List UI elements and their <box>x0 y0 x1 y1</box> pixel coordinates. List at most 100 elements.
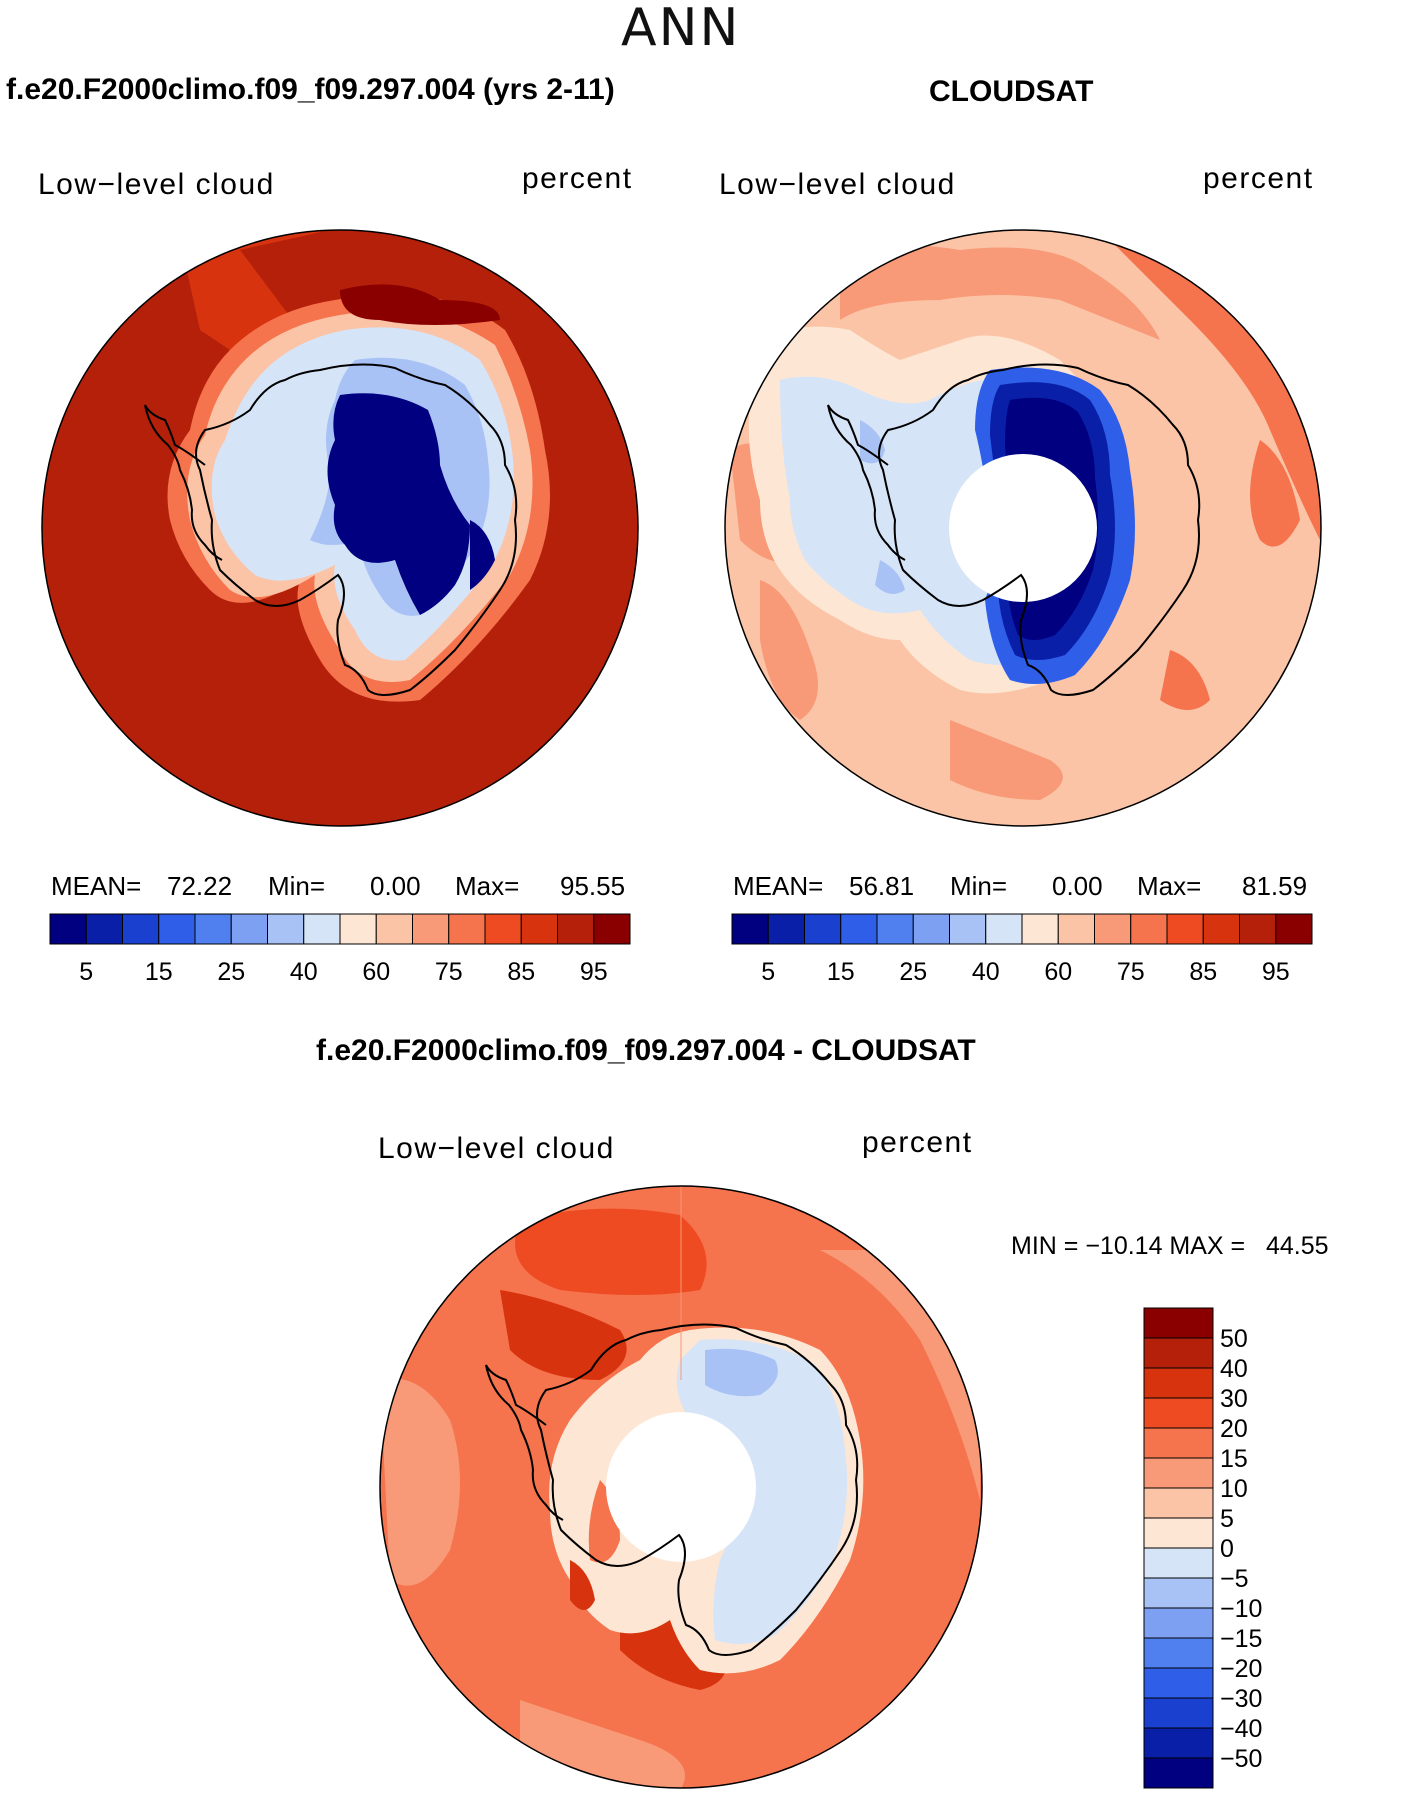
model-colorbar-swatch <box>122 913 160 945</box>
model-map-boundary <box>41 229 639 827</box>
model-colorbar-swatch <box>49 913 87 945</box>
model-max-label: Max= <box>455 871 520 901</box>
obs-colorbar-tick-label: 25 <box>899 958 927 986</box>
model-colorbar: 5 15 25 40 60 75 85 95 <box>49 913 631 986</box>
difference-colorbar-tick-label: −15 <box>1220 1625 1262 1653</box>
model-colorbar-swatch <box>412 913 450 945</box>
obs-colorbar-swatch <box>1275 913 1313 945</box>
obs-colorbar-swatch <box>1239 913 1277 945</box>
difference-colorbar-swatch <box>1143 1517 1214 1549</box>
difference-colorbar-tick-label: 0 <box>1220 1535 1234 1563</box>
difference-colorbar-tick-label: 10 <box>1220 1475 1248 1503</box>
obs-colorbar-swatch <box>985 913 1023 945</box>
difference-colorbar-swatch <box>1143 1577 1214 1609</box>
obs-variable-label: Low−level cloud <box>719 168 956 201</box>
obs-colorbar-swatch <box>840 913 878 945</box>
difference-colorbar-tick-label: 20 <box>1220 1415 1248 1443</box>
obs-colorbar-tick-label: 15 <box>827 958 855 986</box>
obs-map <box>725 230 1321 826</box>
model-colorbar-swatch <box>339 913 377 945</box>
model-units-label: percent <box>522 162 633 195</box>
obs-mean-value: 56.81 <box>849 871 915 901</box>
model-coastline <box>195 363 518 696</box>
model-colorbar-swatch <box>267 913 305 945</box>
obs-colorbar-swatch <box>1166 913 1204 945</box>
difference-colorbar-tick-label: −5 <box>1220 1565 1249 1593</box>
obs-colorbar-swatch <box>949 913 987 945</box>
difference-colorbar-swatch <box>1143 1667 1214 1699</box>
difference-colorbar-swatch <box>1143 1487 1214 1519</box>
difference-title: f.e20.F2000climo.f09_f09.297.004 - CLOUD… <box>316 1034 976 1067</box>
obs-colorbar-tick-label: 60 <box>1044 958 1072 986</box>
obs-colorbar-tick-label: 85 <box>1189 958 1217 986</box>
obs-colorbar-swatch <box>1202 913 1240 945</box>
difference-polar-gap <box>606 1412 756 1562</box>
model-case-title: f.e20.F2000climo.f09_f09.297.004 (yrs 2-… <box>6 73 615 106</box>
obs-polar-gap <box>949 454 1097 602</box>
difference-colorbar-swatch <box>1143 1547 1214 1579</box>
difference-colorbar-swatch <box>1143 1337 1214 1369</box>
difference-colorbar-swatch <box>1143 1427 1214 1459</box>
model-colorbar-tick-label: 60 <box>362 958 390 986</box>
difference-colorbar-tick-label: −20 <box>1220 1655 1262 1683</box>
model-colorbar-tick-label: 5 <box>79 958 93 986</box>
difference-colorbar-swatch <box>1143 1607 1214 1639</box>
difference-coastline <box>536 1323 859 1656</box>
model-colorbar-swatch <box>375 913 413 945</box>
obs-colorbar-swatch <box>1057 913 1095 945</box>
difference-colorbar-tick-label: −40 <box>1220 1715 1262 1743</box>
model-max-value: 95.55 <box>560 871 626 901</box>
obs-colorbar-tick-label: 95 <box>1262 958 1290 986</box>
obs-colorbar: 5 15 25 40 60 75 85 95 <box>731 913 1313 986</box>
obs-colorbar-swatch <box>731 913 769 945</box>
obs-colorbar-swatch <box>767 913 805 945</box>
model-peninsula <box>144 404 223 561</box>
model-min-label: Min= <box>268 871 326 901</box>
difference-colorbar-swatch <box>1143 1697 1214 1729</box>
difference-colorbar-tick-label: −30 <box>1220 1685 1262 1713</box>
model-colorbar-swatch <box>484 913 522 945</box>
model-colorbar-tick-label: 75 <box>435 958 463 986</box>
difference-colorbar-swatch <box>1143 1727 1214 1759</box>
obs-colorbar-swatch <box>912 913 950 945</box>
obs-colorbar-swatch <box>876 913 914 945</box>
obs-min-value: 0.00 <box>1052 871 1103 901</box>
difference-peninsula <box>485 1364 564 1521</box>
obs-colorbar-swatch <box>1094 913 1132 945</box>
difference-colorbar-swatch <box>1143 1637 1214 1669</box>
model-colorbar-tick-label: 40 <box>290 958 318 986</box>
difference-colorbar-swatch <box>1143 1757 1214 1789</box>
model-map <box>42 230 638 826</box>
obs-colorbar-tick-label: 40 <box>972 958 1000 986</box>
obs-colorbar-swatch <box>804 913 842 945</box>
model-variable-label: Low−level cloud <box>38 168 275 201</box>
model-colorbar-swatch <box>520 913 558 945</box>
difference-units-label: percent <box>862 1126 973 1159</box>
model-colorbar-swatch <box>194 913 232 945</box>
obs-peninsula <box>827 404 906 561</box>
obs-units-label: percent <box>1203 162 1314 195</box>
difference-colorbar-tick-label: −50 <box>1220 1745 1262 1773</box>
model-colorbar-swatch <box>448 913 486 945</box>
model-colorbar-tick-label: 85 <box>507 958 535 986</box>
obs-colorbar-tick-label: 5 <box>761 958 775 986</box>
model-mean-value: 72.22 <box>167 871 233 901</box>
model-colorbar-tick-label: 25 <box>217 958 245 986</box>
obs-max-label: Max= <box>1137 871 1202 901</box>
obs-colorbar-swatch <box>1130 913 1168 945</box>
model-colorbar-tick-label: 95 <box>580 958 608 986</box>
model-min-value: 0.00 <box>370 871 421 901</box>
difference-map-boundary <box>379 1185 983 1789</box>
obs-map-boundary <box>724 229 1322 827</box>
difference-colorbar-tick-label: −10 <box>1220 1595 1262 1623</box>
difference-minmax: MIN = −10.14 MAX = 44.55 <box>1011 1232 1329 1260</box>
model-mean-label: MEAN= <box>51 871 142 901</box>
season-title: ANN <box>621 0 741 58</box>
model-colorbar-swatch <box>303 913 341 945</box>
difference-colorbar-tick-label: 15 <box>1220 1445 1248 1473</box>
difference-colorbar-tick-label: 5 <box>1220 1505 1234 1533</box>
obs-mean-label: MEAN= <box>733 871 824 901</box>
